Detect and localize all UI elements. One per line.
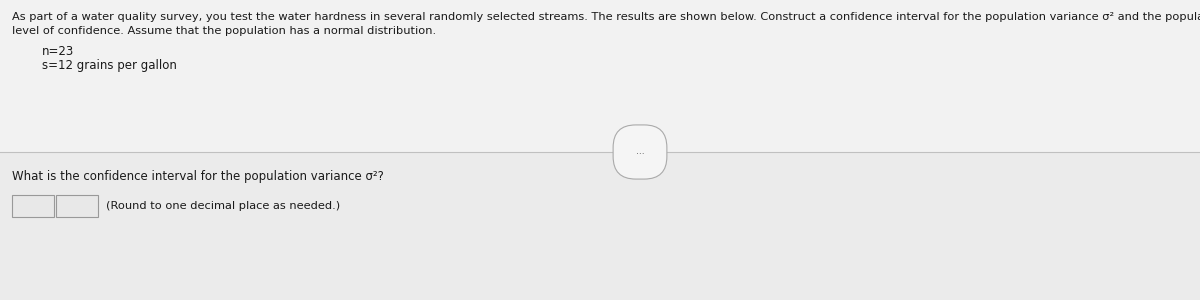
Text: s=12 grains per gallon: s=12 grains per gallon (42, 59, 176, 72)
FancyBboxPatch shape (56, 195, 98, 217)
FancyBboxPatch shape (0, 0, 1200, 152)
Text: (Round to one decimal place as needed.): (Round to one decimal place as needed.) (106, 201, 340, 211)
Text: level of confidence. Assume that the population has a normal distribution.: level of confidence. Assume that the pop… (12, 26, 436, 36)
Text: As part of a water quality survey, you test the water hardness in several random: As part of a water quality survey, you t… (12, 12, 1200, 22)
Text: ...: ... (636, 148, 644, 157)
Text: What is the confidence interval for the population variance σ²?: What is the confidence interval for the … (12, 170, 384, 183)
FancyBboxPatch shape (12, 195, 54, 217)
Text: n=23: n=23 (42, 45, 74, 58)
FancyBboxPatch shape (0, 152, 1200, 300)
